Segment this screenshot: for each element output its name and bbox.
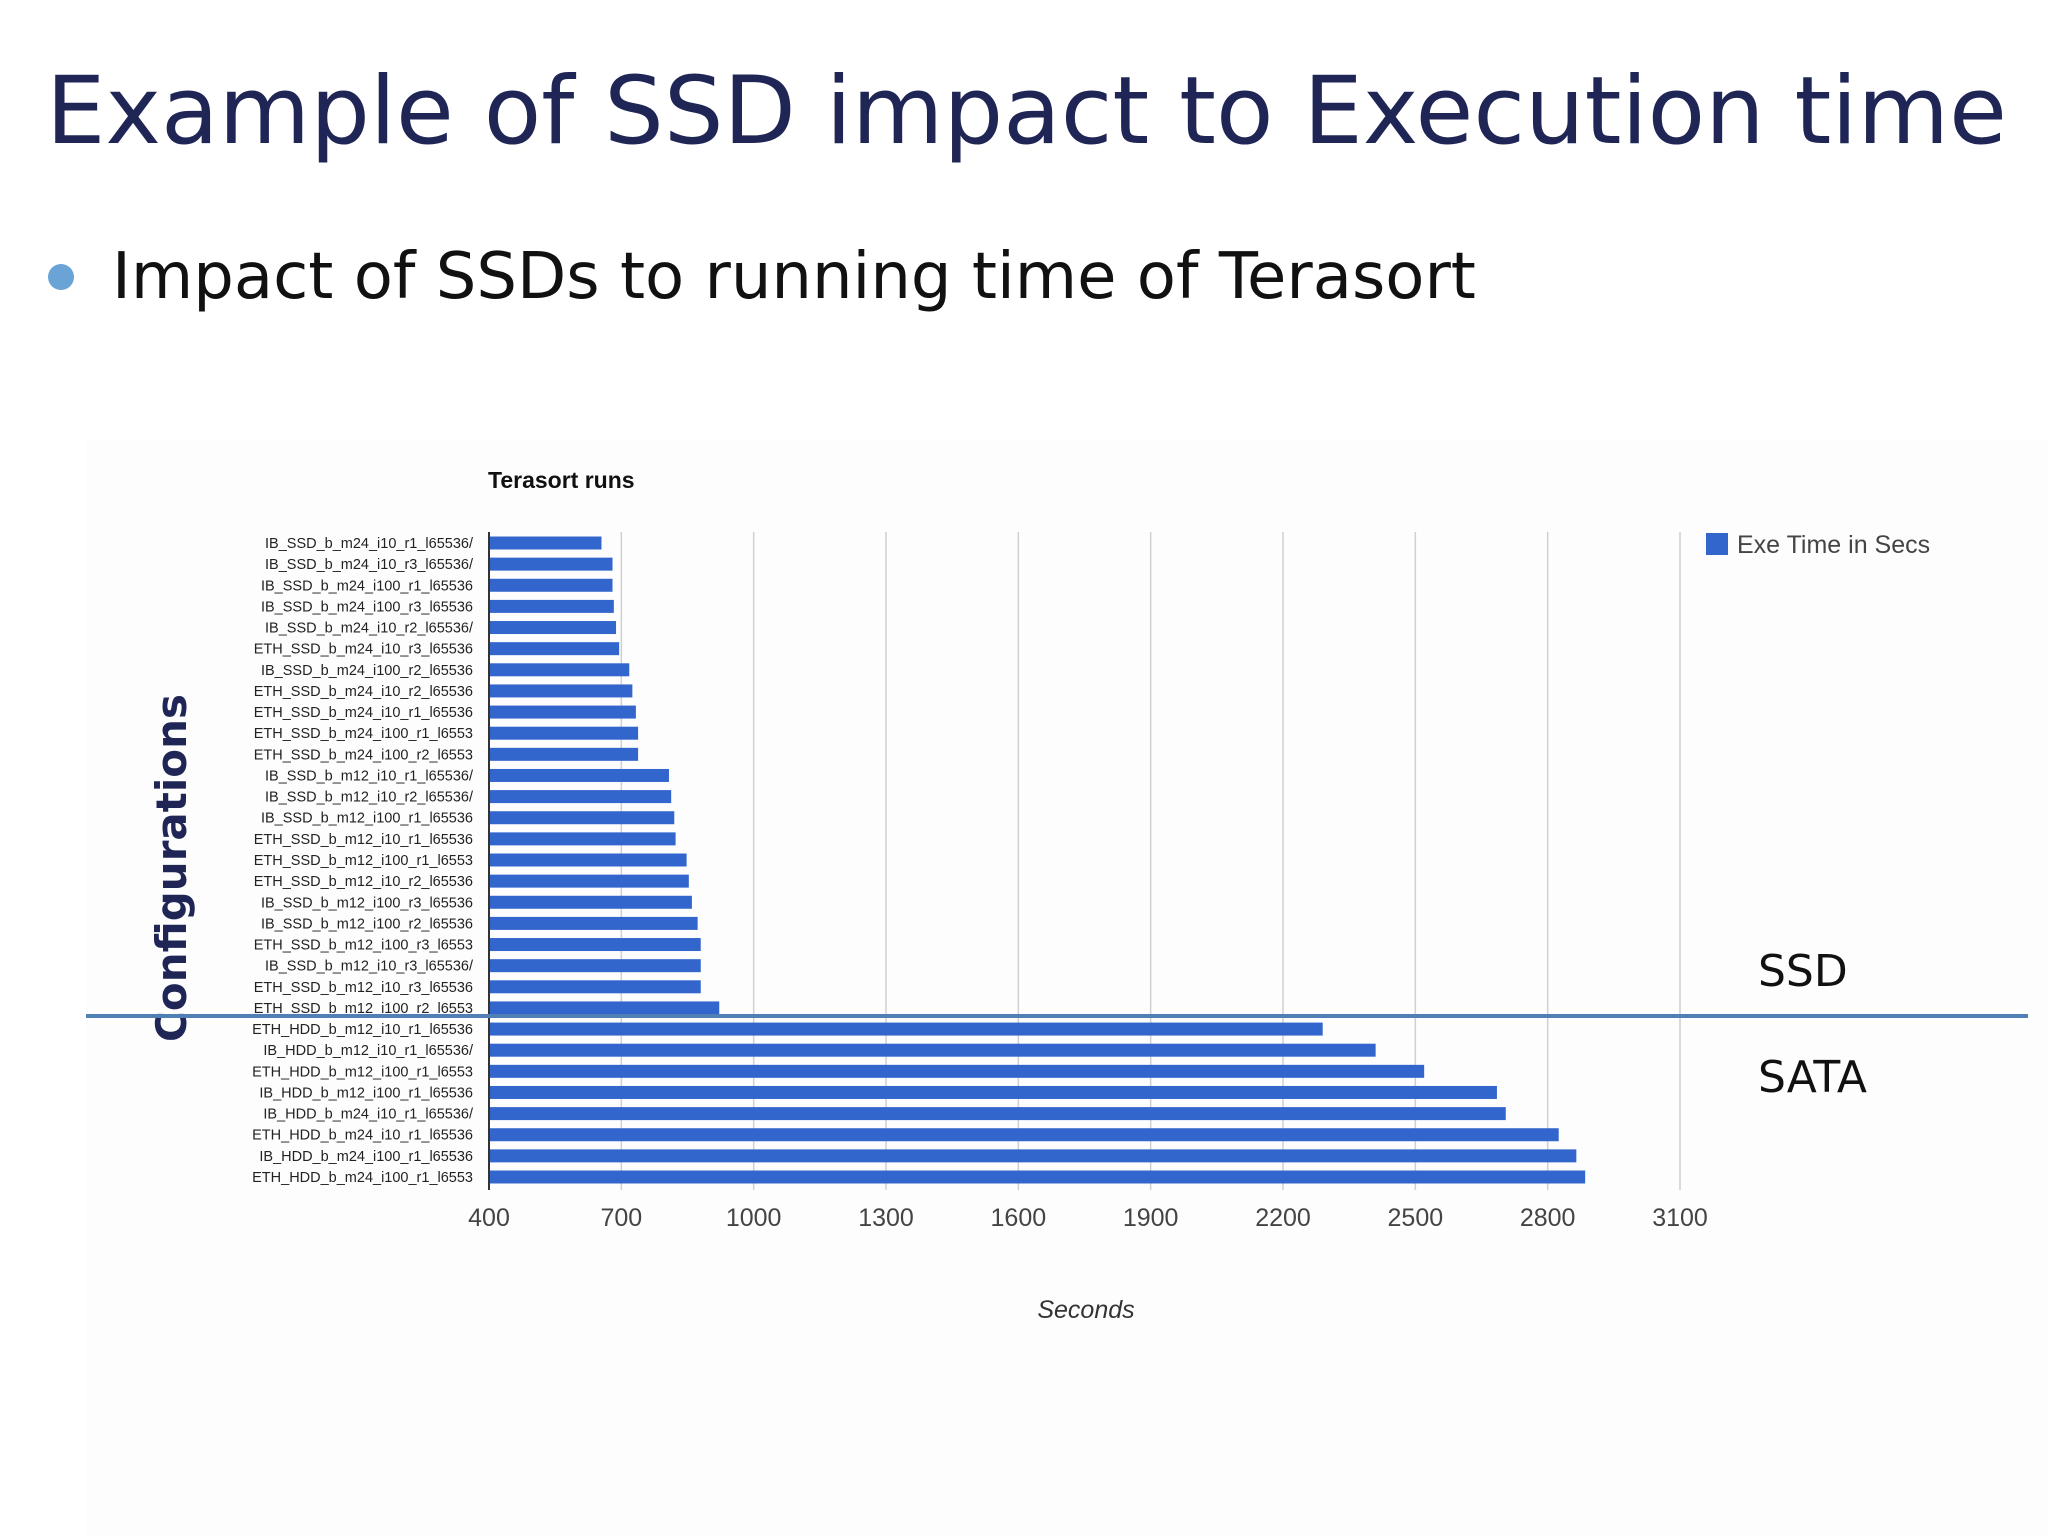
category-label: IB_SSD_b_m24_i100_r1_l65536 <box>261 578 473 594</box>
bullet-item: Impact of SSDs to running time of Teraso… <box>48 232 1476 322</box>
category-label: IB_SSD_b_m24_i10_r1_l65536/ <box>265 536 474 552</box>
category-label: IB_HDD_b_m24_i10_r1_l65536/ <box>263 1107 474 1123</box>
bar <box>489 895 692 909</box>
bar <box>489 663 630 677</box>
ssd-annotation: SSD <box>1758 946 1848 997</box>
category-label: ETH_HDD_b_m12_i100_r1_l6553 <box>252 1064 473 1080</box>
bar <box>489 768 669 782</box>
x-tick-label: 2500 <box>1388 1204 1444 1232</box>
category-label: ETH_SSD_b_m12_i10_r3_l65536 <box>254 980 473 996</box>
category-label: ETH_SSD_b_m24_i100_r2_l6553 <box>254 747 473 763</box>
x-tick-labels: 400 700 1000 1300 1600 1900 2200 2500 2800 3100 <box>468 1204 1708 1232</box>
bar <box>489 853 687 867</box>
bar <box>489 557 613 571</box>
category-label: ETH_SSD_b_m24_i100_r1_l6553 <box>254 726 473 742</box>
bar <box>489 1149 1577 1163</box>
bar <box>489 1043 1376 1057</box>
bullet-dot-icon <box>48 264 74 290</box>
y-axis-title: Configurations <box>147 694 196 1042</box>
category-label: IB_SSD_b_m24_i10_r3_l65536/ <box>265 557 474 573</box>
category-label: IB_SSD_b_m12_i100_r2_l65536 <box>261 916 473 932</box>
bar <box>489 832 676 846</box>
category-label: ETH_SSD_b_m24_i10_r3_l65536 <box>254 642 473 658</box>
category-label: ETH_HDD_b_m24_i10_r1_l65536 <box>252 1128 473 1144</box>
category-label: ETH_SSD_b_m24_i10_r1_l65536 <box>254 705 473 721</box>
chart-title: Terasort runs <box>488 467 635 493</box>
chart-container <box>86 440 2048 1536</box>
bar <box>489 747 639 761</box>
bar <box>489 599 614 613</box>
bar <box>489 1064 1425 1078</box>
category-label: IB_SSD_b_m12_i100_r1_l65536 <box>261 811 473 827</box>
category-label: ETH_SSD_b_m12_i100_r3_l6553 <box>254 938 473 954</box>
category-label: ETH_SSD_b_m12_i10_r2_l65536 <box>254 874 473 890</box>
legend: Exe Time in Secs <box>1706 531 1930 559</box>
category-label: ETH_SSD_b_m24_i10_r2_l65536 <box>254 684 473 700</box>
x-tick-label: 2200 <box>1255 1204 1311 1232</box>
bars <box>489 536 1586 1184</box>
bar <box>489 811 675 825</box>
x-tick-label: 1600 <box>991 1204 1047 1232</box>
bar <box>489 1128 1559 1142</box>
bar <box>489 621 617 635</box>
bar <box>489 1022 1323 1036</box>
category-label: IB_HDD_b_m12_i10_r1_l65536/ <box>263 1043 474 1059</box>
category-label: IB_SSD_b_m24_i100_r2_l65536 <box>261 663 473 679</box>
bar <box>489 684 633 698</box>
bar <box>489 1107 1506 1121</box>
category-label: IB_SSD_b_m12_i10_r1_l65536/ <box>265 768 474 784</box>
legend-label: Exe Time in Secs <box>1737 531 1930 559</box>
legend-swatch <box>1706 533 1728 555</box>
bar <box>489 1085 1497 1099</box>
category-label: IB_SSD_b_m12_i10_r2_l65536/ <box>265 790 474 806</box>
category-label: IB_SSD_b_m24_i10_r2_l65536/ <box>265 621 474 637</box>
x-tick-label: 1000 <box>726 1204 782 1232</box>
x-tick-label: 1900 <box>1123 1204 1179 1232</box>
bar <box>489 790 672 804</box>
sata-annotation: SATA <box>1758 1052 1867 1103</box>
bar <box>489 642 620 656</box>
category-labels: IB_SSD_b_m24_i10_r1_l65536/IB_SSD_b_m24_… <box>252 536 474 1186</box>
bar <box>489 578 613 592</box>
category-label: IB_SSD_b_m12_i10_r3_l65536/ <box>265 959 474 975</box>
category-label: IB_HDD_b_m24_i100_r1_l65536 <box>259 1149 473 1165</box>
bar <box>489 726 639 740</box>
x-tick-label: 1300 <box>858 1204 914 1232</box>
category-label: ETH_SSD_b_m12_i100_r1_l6553 <box>254 853 473 869</box>
category-label: IB_SSD_b_m24_i100_r3_l65536 <box>261 599 473 615</box>
category-label: ETH_SSD_b_m12_i100_r2_l6553 <box>254 1001 473 1017</box>
x-tick-label: 3100 <box>1652 1204 1708 1232</box>
bar <box>489 874 689 888</box>
bar <box>489 1001 720 1015</box>
bar <box>489 1170 1586 1184</box>
bar <box>489 916 698 930</box>
category-label: ETH_HDD_b_m12_i10_r1_l65536 <box>252 1022 473 1038</box>
x-tick-label: 2800 <box>1520 1204 1576 1232</box>
bullet-text: Impact of SSDs to running time of Teraso… <box>112 240 1476 314</box>
bar <box>489 536 602 550</box>
bar <box>489 959 701 973</box>
x-tick-label: 700 <box>600 1204 642 1232</box>
x-axis-title: Seconds <box>1037 1296 1134 1324</box>
page-title: Example of SSD impact to Execution time <box>46 57 2007 166</box>
category-label: ETH_SSD_b_m12_i10_r1_l65536 <box>254 832 473 848</box>
bar <box>489 705 636 719</box>
category-label: ETH_HDD_b_m24_i100_r1_l6553 <box>252 1170 473 1186</box>
category-label: IB_HDD_b_m12_i100_r1_l65536 <box>259 1085 473 1101</box>
bar <box>489 980 701 994</box>
category-label: IB_SSD_b_m12_i100_r3_l65536 <box>261 895 473 911</box>
x-tick-label: 400 <box>468 1204 510 1232</box>
bar <box>489 938 701 952</box>
